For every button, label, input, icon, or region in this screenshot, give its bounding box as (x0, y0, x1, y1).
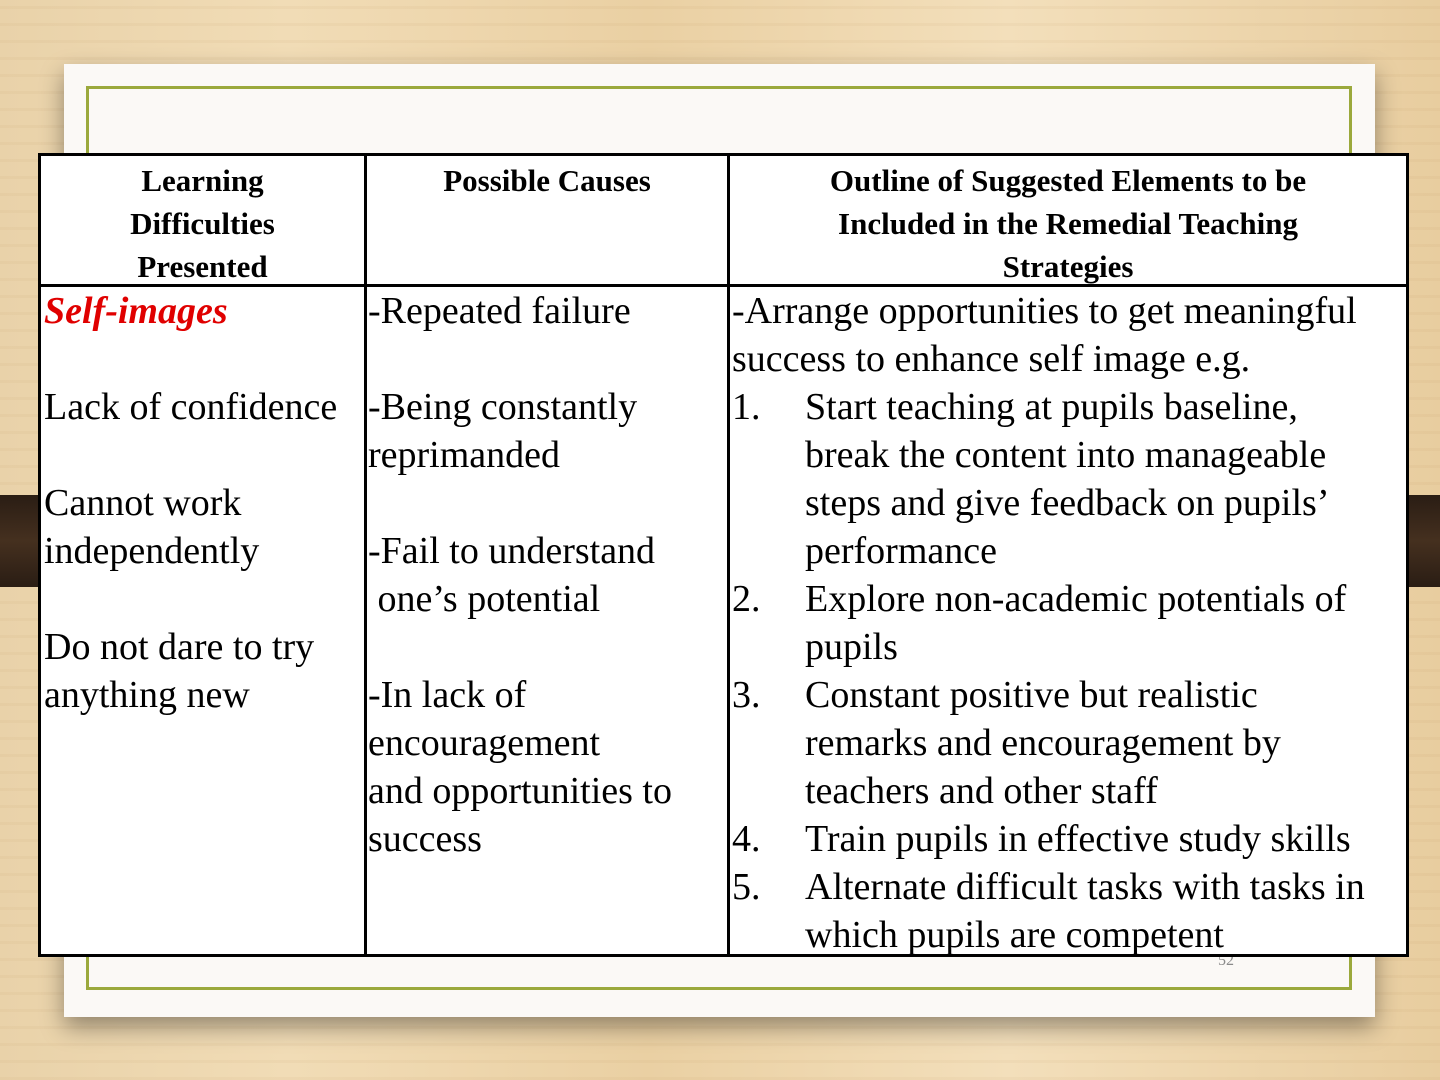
header-line: Strategies (1002, 249, 1134, 284)
spacer (368, 479, 724, 527)
header-line: Included in the Remedial Teaching (838, 206, 1298, 241)
item-number: 4. (732, 818, 761, 860)
remedial-table: Learning Difficulties Presented Possible… (38, 153, 1409, 957)
item-number: 1. (732, 386, 761, 428)
header-possible-causes: Possible Causes (367, 156, 727, 284)
causes-cell: -Repeated failure -Being constantly repr… (368, 287, 724, 863)
cause-line: -Repeated failure (368, 290, 631, 332)
cause-line: success (368, 818, 482, 860)
spacer (368, 335, 724, 383)
strategy-item-4: 4. Train pupils in effective study skills (732, 815, 1402, 863)
strategy-intro-line: success to enhance self image e.g. (732, 338, 1251, 380)
cause-line: reprimanded (368, 434, 561, 476)
spacer (44, 431, 362, 479)
item-number: 2. (732, 578, 761, 620)
header-row (41, 156, 1406, 287)
cause-line: encouragement (368, 722, 601, 764)
item-text: teachers and other staff (805, 770, 1158, 812)
header-line: Presented (137, 249, 268, 284)
column-divider-2 (367, 156, 730, 954)
cause-line: -Fail to understand (368, 530, 656, 572)
item-text: Explore non-academic potentials of (805, 578, 1347, 620)
spacer (44, 575, 362, 623)
header-line: Possible Causes (443, 163, 651, 198)
strategy-item-2: 2. Explore non-academic potentials of (732, 575, 1402, 623)
item-text: break the content into manageable (805, 434, 1327, 476)
difficulty-line: Cannot work (44, 482, 242, 524)
item-text: remarks and encouragement by (805, 722, 1281, 764)
item-text: Constant positive but realistic (805, 674, 1258, 716)
strategy-intro-line: -Arrange opportunities to get meaningful (732, 290, 1357, 332)
difficulty-line: Lack of confidence (44, 386, 338, 428)
header-line: Learning (141, 163, 264, 198)
item-text: Alternate difficult tasks with tasks in (805, 866, 1365, 908)
header-suggested-elements: Outline of Suggested Elements to be Incl… (730, 156, 1406, 284)
item-text: Start teaching at pupils baseline, (805, 386, 1298, 428)
header-line: Difficulties (130, 206, 275, 241)
item-text: which pupils are competent (805, 914, 1224, 956)
item-number: 5. (732, 866, 761, 908)
difficulty-heading: Self-images (44, 290, 228, 332)
spacer (44, 335, 362, 383)
item-text: pupils (805, 626, 898, 668)
strategy-item-3: 3. Constant positive but realistic (732, 671, 1402, 719)
strategies-cell: -Arrange opportunities to get meaningful… (732, 287, 1402, 959)
cause-line: -In lack of (368, 674, 527, 716)
cause-line: -Being constantly (368, 386, 638, 428)
cause-line: and opportunities to (368, 770, 672, 812)
cause-line: one’s potential (368, 578, 601, 620)
header-line: Outline of Suggested Elements to be (829, 163, 1307, 198)
strategy-item-1: 1. Start teaching at pupils baseline, (732, 383, 1402, 431)
column-divider-1 (41, 156, 367, 954)
difficulty-line: anything new (44, 674, 250, 716)
item-text: steps and give feedback on pupils’ (805, 482, 1330, 524)
difficulties-cell: Self-images Lack of confidence Cannot wo… (44, 287, 362, 719)
item-text: performance (805, 530, 997, 572)
difficulty-line: Do not dare to try (44, 626, 315, 668)
header-learning-difficulties: Learning Difficulties Presented (41, 156, 364, 284)
strategy-item-5: 5. Alternate difficult tasks with tasks i… (732, 863, 1402, 911)
spacer (368, 623, 724, 671)
difficulty-line: independently (44, 530, 260, 572)
item-text: Train pupils in effective study skills (805, 818, 1351, 860)
item-number: 3. (732, 674, 761, 716)
